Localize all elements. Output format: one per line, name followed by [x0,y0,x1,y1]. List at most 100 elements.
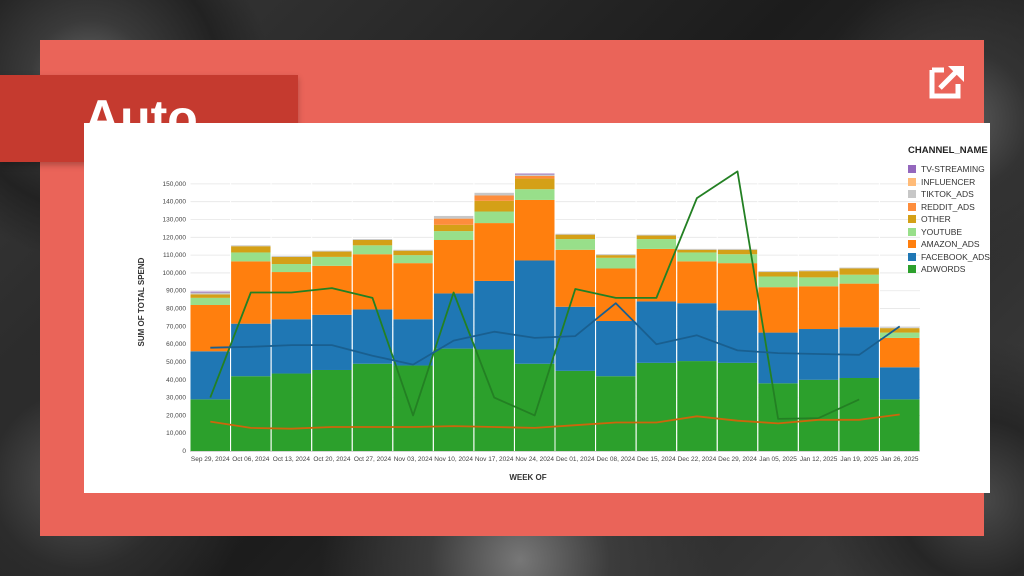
bar-segment-adwords [717,362,758,451]
bar-segment-youtube [879,332,920,338]
legend-item: OTHER [908,213,1008,226]
bar-segment-tiktok_ads [231,245,271,247]
legend-label: FACEBOOK_ADS [921,251,990,262]
bar-segment-other [474,200,514,212]
bar-segment-amazon_ads [433,239,474,294]
y-tick-label: 120,000 [163,234,187,241]
x-tick-label: Nov 24, 2024 [515,456,554,463]
bar-segment-adwords [474,349,514,451]
x-tick-label: Dec 29, 2024 [718,456,757,463]
y-axis-title: SUM OF TOTAL SPEND [137,257,146,346]
bar-segment-tiktok_ads [636,234,677,236]
x-tick-label: Nov 03, 2024 [394,456,433,463]
x-tick-label: Nov 10, 2024 [434,456,473,463]
x-tick-label: Oct 27, 2024 [354,456,392,463]
trend-line [210,413,900,430]
y-tick-label: 150,000 [163,181,187,188]
bar-segment-tv-streaming [514,173,555,175]
y-tick-label: 110,000 [163,252,186,259]
bar-segment-adwords [271,373,312,451]
bar-segment-youtube [555,239,596,250]
bar-segment-amazon_ads [352,254,393,310]
bar-segment-tiktok_ads [879,327,920,329]
legend-swatch [908,165,916,174]
bar-segment-youtube [596,257,636,269]
x-tick-label: Jan 26, 2025 [881,456,919,463]
bar-segment-youtube [312,256,352,266]
bar-segment-reddit_ads [514,175,555,179]
bar-segment-other [677,249,717,253]
bar-segment-youtube [636,239,677,249]
bar-segment-amazon_ads [555,249,596,307]
y-tick-label: 90,000 [166,288,186,295]
y-tick-label: 80,000 [166,306,186,313]
bar-segment-adwords [839,377,879,451]
x-tick-label: Sep 29, 2024 [191,456,230,463]
legend-swatch [908,252,916,261]
y-tick-label: 20,000 [166,412,186,419]
y-tick-label: 40,000 [166,377,186,384]
legend-item: TIKTOK_ADS [908,188,1008,201]
bar-segment-amazon_ads [839,283,879,328]
legend-label: OTHER [921,214,951,225]
bar-segment-other [555,234,596,240]
bar-segment-facebook_ads [231,323,271,377]
bar-segment-youtube [393,255,433,264]
trend-line [210,302,901,366]
bar-segment-amazon_ads [717,263,758,311]
bar-segment-amazon_ads [474,223,514,281]
trend-line [209,170,860,420]
legend-label: AMAZON_ADS [921,239,980,250]
bar-segment-other [231,246,271,253]
bar-segment-adwords [393,365,433,451]
bar-segment-tiktok_ads [758,271,798,273]
bar-segment-youtube [758,276,798,288]
bar-segment-facebook_ads [839,327,879,378]
bar-segment-tiktok_ads [555,233,596,235]
bar-segment-facebook_ads [677,303,717,362]
y-tick-label: 140,000 [163,199,187,206]
legend-item: ADWORDS [908,263,1008,276]
legend-label: TV-STREAMING [921,164,985,175]
x-tick-label: Oct 13, 2024 [273,456,311,463]
legend-swatch [908,227,916,236]
bar-segment-adwords [798,379,839,451]
bar-segment-tiktok_ads [514,174,555,176]
bar-segment-adwords [636,362,677,451]
y-tick-label: 0 [182,448,186,455]
legend-swatch [908,190,916,199]
x-tick-label: Jan 12, 2025 [800,456,838,463]
bar-segment-other [636,235,677,240]
bar-segment-facebook_ads [879,367,920,400]
bar-segment-tiktok_ads [839,267,879,269]
x-axis-title: WEEK OF [509,473,546,482]
legend-swatch [908,240,916,249]
bar-segment-amazon_ads [758,287,798,333]
bar-segment-reddit_ads [433,218,474,225]
bar-segment-facebook_ads [433,293,474,349]
bar-segment-other [839,268,879,275]
bar-segment-tiktok_ads [798,270,839,272]
legend-item: FACEBOOK_ADS [908,251,1008,264]
bar-segment-amazon_ads [636,248,677,302]
x-tick-label: Dec 01, 2024 [556,456,595,463]
bar-segment-adwords [677,361,717,451]
x-tick-label: Dec 15, 2024 [637,456,676,463]
y-tick-label: 60,000 [166,341,186,348]
bar-segment-tiktok_ads [433,215,474,219]
x-tick-label: Jan 19, 2025 [840,456,878,463]
bar-segment-youtube [474,211,514,224]
bar-segment-facebook_ads [717,310,758,363]
bar-segment-amazon_ads [271,272,312,320]
legend-swatch [908,202,916,211]
bar-segment-adwords [312,369,352,451]
bar-segment-tiktok_ads [474,192,514,196]
bar-segment-other [798,271,839,278]
x-tick-label: Jan 05, 2025 [759,456,797,463]
bar-segment-facebook_ads [393,319,433,366]
bar-segment-other [879,328,920,333]
bar-segment-tiktok_ads [352,239,393,240]
bar-segment-other [190,294,231,298]
bar-segment-adwords [190,399,231,451]
bar-segment-other [514,178,555,190]
